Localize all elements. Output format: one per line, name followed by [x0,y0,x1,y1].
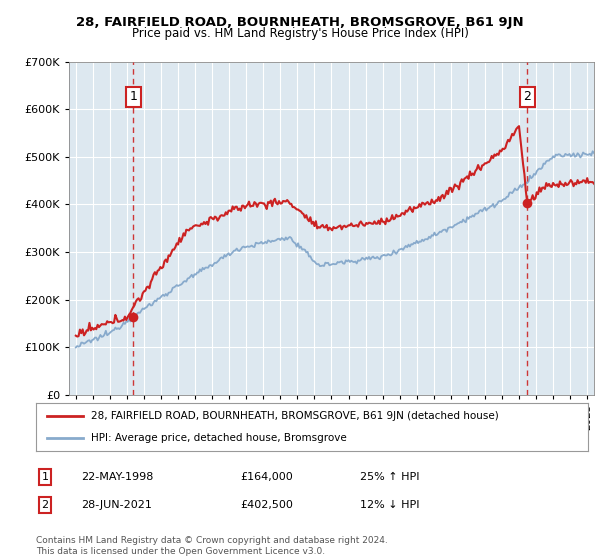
Text: Price paid vs. HM Land Registry's House Price Index (HPI): Price paid vs. HM Land Registry's House … [131,27,469,40]
Text: 22-MAY-1998: 22-MAY-1998 [81,472,154,482]
Text: 12% ↓ HPI: 12% ↓ HPI [360,500,419,510]
Text: 2: 2 [523,90,531,103]
Text: Contains HM Land Registry data © Crown copyright and database right 2024.
This d: Contains HM Land Registry data © Crown c… [36,536,388,556]
Text: 25% ↑ HPI: 25% ↑ HPI [360,472,419,482]
Text: £402,500: £402,500 [240,500,293,510]
Text: HPI: Average price, detached house, Bromsgrove: HPI: Average price, detached house, Brom… [91,433,347,443]
Text: 1: 1 [130,90,137,103]
Text: 1: 1 [41,472,49,482]
Text: 28, FAIRFIELD ROAD, BOURNHEATH, BROMSGROVE, B61 9JN (detached house): 28, FAIRFIELD ROAD, BOURNHEATH, BROMSGRO… [91,411,499,421]
Text: £164,000: £164,000 [240,472,293,482]
Text: 28-JUN-2021: 28-JUN-2021 [81,500,152,510]
Text: 28, FAIRFIELD ROAD, BOURNHEATH, BROMSGROVE, B61 9JN: 28, FAIRFIELD ROAD, BOURNHEATH, BROMSGRO… [76,16,524,29]
Text: 2: 2 [41,500,49,510]
